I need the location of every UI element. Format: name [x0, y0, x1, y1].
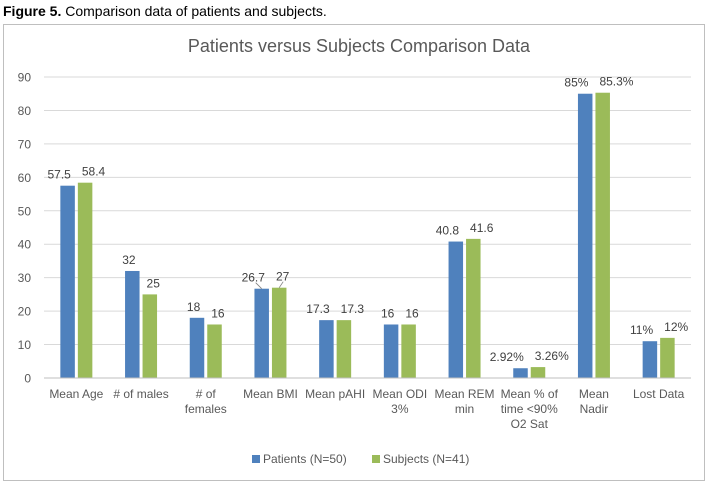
- data-label: 26.7: [242, 271, 266, 285]
- figure-label: Figure 5.: [3, 3, 62, 19]
- y-tick-label: 10: [18, 338, 32, 352]
- data-label: 3.26%: [535, 349, 569, 363]
- y-tick-label: 80: [18, 104, 32, 118]
- data-label: 2.92%: [490, 350, 524, 364]
- x-tick-label: Mean Nadir: [579, 387, 609, 416]
- bar-patients: [448, 241, 464, 378]
- data-label: 57.5: [47, 168, 71, 182]
- leader-line: [255, 282, 262, 289]
- data-label: 32: [122, 253, 136, 267]
- bar-subjects: [530, 367, 546, 378]
- legend-swatch-patients: [252, 455, 260, 463]
- y-tick-label: 20: [18, 305, 32, 319]
- data-label: 58.4: [82, 165, 106, 179]
- x-tick-label: # of females: [185, 387, 227, 416]
- figure-caption-text: Comparison data of patients and subjects…: [61, 3, 327, 19]
- data-label: 12%: [664, 320, 688, 334]
- data-label: 16: [381, 306, 395, 320]
- y-tick-label: 50: [18, 204, 32, 218]
- bar-patients: [254, 288, 269, 378]
- chart-frame: Patients versus Subjects Comparison Data…: [3, 24, 705, 481]
- x-tick-label: # of males: [113, 387, 168, 401]
- bar-subjects: [271, 287, 287, 378]
- bar-subjects: [466, 238, 481, 378]
- y-tick-label: 30: [18, 271, 32, 285]
- bar-subjects: [660, 337, 675, 378]
- gridlines: [44, 76, 691, 379]
- y-tick-label: 60: [18, 171, 32, 185]
- x-tick-label: Mean pAHI: [305, 387, 365, 401]
- x-tick-label: Mean ODI 3%: [373, 387, 428, 416]
- legend-label: Patients (N=50): [263, 452, 347, 466]
- y-axis: 0 10 20 30 40 50 60 70 80 90: [18, 71, 32, 386]
- bar-subjects: [142, 294, 158, 378]
- bar-subjects: [77, 182, 93, 378]
- data-label: 85%: [564, 76, 588, 90]
- y-tick-label: 40: [18, 238, 32, 252]
- data-label: 27: [276, 270, 290, 284]
- x-tick-label: Mean Age: [49, 387, 103, 401]
- data-label: 40.8: [436, 224, 460, 238]
- y-tick-label: 70: [18, 137, 32, 151]
- bar-subjects: [595, 92, 610, 379]
- data-label: 85.3%: [599, 75, 633, 89]
- data-label: 16: [405, 306, 419, 320]
- bar-patients: [125, 270, 140, 378]
- data-label: 18: [187, 300, 201, 314]
- x-tick-label: Mean BMI: [243, 387, 298, 401]
- data-label: 41.6: [470, 221, 494, 235]
- y-tick-label: 90: [18, 71, 32, 85]
- bar-patients: [319, 320, 334, 378]
- legend-label: Subjects (N=41): [383, 452, 469, 466]
- data-label: 11%: [630, 323, 653, 337]
- bar-chart: Patients versus Subjects Comparison Data…: [18, 36, 691, 466]
- data-labels: 57.5 58.4 32 25 18 16 26.7 27 17.3 17.3 16 16 40.8 41…: [47, 75, 688, 365]
- bars: [60, 92, 675, 379]
- y-tick-label: 0: [24, 372, 31, 386]
- legend: Patients (N=50) Subjects (N=41): [252, 452, 469, 466]
- x-tick-label: Mean % of time <90% O2 Sat: [501, 387, 559, 431]
- x-tick-label: Lost Data: [633, 387, 685, 401]
- bar-patients: [577, 93, 593, 378]
- bar-patients: [642, 341, 658, 378]
- bar-patients: [60, 185, 75, 378]
- bar-subjects: [207, 324, 222, 378]
- x-tick-label: Mean REM min: [435, 387, 495, 416]
- legend-swatch-subjects: [372, 455, 380, 463]
- data-label: 25: [147, 276, 161, 290]
- bar-patients: [513, 368, 528, 378]
- figure-caption: Figure 5. Comparison data of patients an…: [3, 3, 327, 19]
- bar-patients: [189, 317, 205, 378]
- data-label: 17.3: [341, 302, 365, 316]
- data-label: 17.3: [306, 302, 330, 316]
- x-axis: Mean Age # of males # of females Mean BMI Mea…: [44, 377, 691, 431]
- chart-title: Patients versus Subjects Comparison Data: [188, 36, 531, 56]
- bar-subjects: [336, 320, 352, 378]
- bar-subjects: [401, 324, 416, 378]
- bar-patients: [383, 324, 399, 378]
- leader-line: [278, 281, 284, 288]
- data-label: 16: [211, 306, 225, 320]
